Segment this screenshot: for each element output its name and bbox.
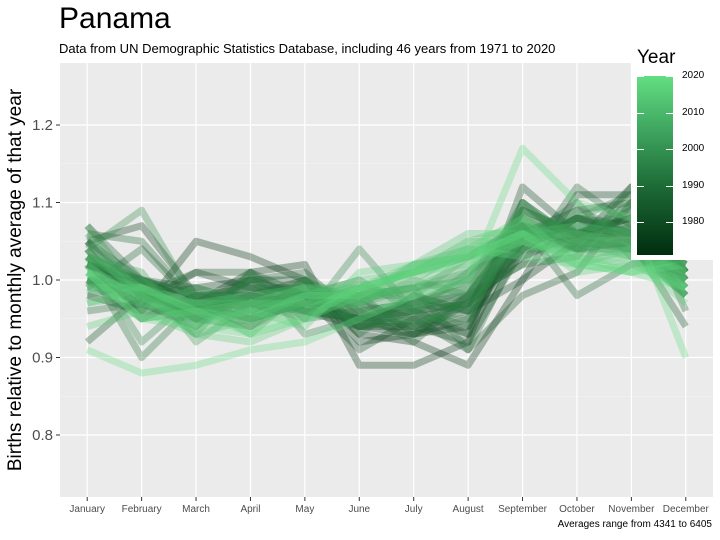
series-line-2012: [86, 222, 689, 307]
series-line-1992: [85, 206, 689, 323]
series-line-2006: [85, 214, 689, 315]
series-line-1973: [85, 199, 688, 369]
legend-tick-label: 2000: [682, 143, 705, 155]
grid-lines: [60, 63, 713, 497]
x-tick-label: January: [69, 504, 105, 515]
series-line-2008: [84, 222, 689, 338]
legend-tick-label: 1990: [682, 179, 705, 191]
legend-tick: [666, 112, 673, 114]
series-line-1995: [84, 222, 687, 346]
series-line-1988: [86, 199, 688, 354]
series-line-2009: [85, 230, 688, 315]
legend-title: Year: [637, 47, 676, 68]
series-line-1979: [85, 183, 689, 354]
y-tick-label: 0.8: [32, 427, 53, 444]
series-line-2016: [85, 230, 687, 330]
legend-colorbar: [637, 76, 673, 255]
series-line-2003: [84, 230, 689, 338]
series-line-1976: [85, 191, 689, 330]
series-line-1984: [84, 206, 688, 323]
series-line-2015: [86, 214, 689, 346]
series-line-2000: [85, 222, 688, 315]
series-line-2001: [86, 199, 689, 330]
series-line-1982: [86, 199, 688, 354]
legend-tick: [666, 76, 673, 77]
series-line-1985: [85, 222, 687, 338]
chart-caption: Averages range from 4341 to 6405: [557, 519, 712, 530]
legend-tick: [666, 222, 673, 224]
series-line-1998: [84, 206, 689, 323]
series-line-2019: [84, 230, 687, 338]
series-line-1978: [87, 214, 688, 323]
series-line-2011: [85, 230, 687, 330]
series-line-1974: [85, 214, 689, 330]
x-tick-label: June: [348, 504, 370, 515]
legend-tick: [666, 149, 673, 151]
series-line-1996: [86, 222, 688, 330]
legend-tick: [637, 76, 644, 77]
series-line-1990: [84, 206, 689, 361]
y-tick-label: 0.9: [32, 350, 53, 367]
series-line-2020: [85, 144, 690, 377]
series-line-1975: [86, 222, 688, 346]
x-tick-label: August: [453, 504, 484, 515]
series-line-1986: [86, 183, 689, 346]
legend-tick: [637, 112, 644, 114]
x-tick-label: July: [405, 504, 423, 515]
series-line-2010: [86, 237, 688, 307]
x-tick-label: February: [122, 504, 162, 515]
series-line-2002: [86, 214, 689, 346]
series-line-1989: [84, 183, 690, 330]
series-line-2004: [86, 222, 689, 323]
x-axis: January February March April May June July Augu…: [69, 497, 710, 515]
series-line-1994: [87, 191, 689, 338]
legend-tick: [637, 185, 644, 187]
series-line-1991: [85, 199, 689, 323]
legend: Year 1980 1990 2000 2010 2020: [631, 44, 720, 260]
y-axis-label: Births relative to monthly average of th…: [5, 88, 26, 472]
series-line-2007: [84, 222, 688, 315]
series-line-2014: [86, 230, 688, 315]
chart-subtitle: Data from UN Demographic Statistics Data…: [59, 41, 556, 56]
y-tick-label: 1.0: [32, 272, 53, 289]
chart-title: Panama: [59, 2, 171, 35]
x-tick-label: April: [240, 504, 260, 515]
series-line-1971: [85, 214, 686, 338]
series-line-2005: [86, 230, 687, 323]
series-lines: [84, 144, 690, 377]
series-line-2017: [87, 245, 687, 323]
series-line-1977: [84, 199, 689, 346]
series-line-1999: [86, 206, 689, 315]
series-line-2018: [84, 237, 687, 338]
x-tick-label: March: [182, 504, 210, 515]
legend-tick-label: 1980: [682, 216, 705, 228]
x-tick-label: May: [295, 504, 314, 515]
x-tick-label: November: [608, 504, 655, 515]
series-line-1980: [85, 199, 689, 338]
series-line-1981: [84, 206, 689, 345]
y-axis: 0.8 0.9 1.0 1.1 1.2: [32, 117, 60, 444]
legend-tick-label: 2020: [682, 70, 705, 81]
legend-tick: [637, 222, 644, 224]
series-line-2013: [85, 237, 688, 323]
legend-tick-label: 2010: [682, 106, 705, 118]
y-tick-label: 1.1: [32, 195, 53, 212]
x-tick-label: September: [498, 504, 548, 515]
series-line-1983: [84, 214, 689, 338]
series-line-1972: [86, 183, 688, 369]
series-line-1997: [85, 199, 689, 330]
x-tick-label: December: [663, 504, 710, 515]
y-tick-label: 1.2: [32, 117, 53, 134]
legend-tick: [666, 185, 673, 187]
legend-tick: [637, 149, 644, 151]
x-tick-label: October: [559, 504, 595, 515]
series-line-1987: [86, 199, 687, 338]
series-line-1993: [84, 222, 689, 330]
